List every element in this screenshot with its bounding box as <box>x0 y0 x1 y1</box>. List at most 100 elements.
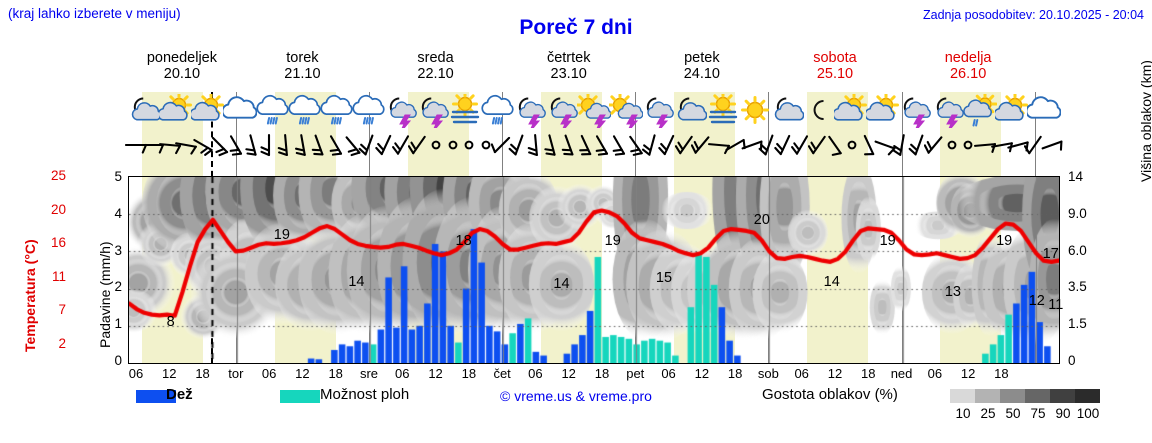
precipitation-tick: 1 <box>114 316 122 332</box>
wind-barb-icon <box>892 134 905 156</box>
day-header-ponedeljek: ponedeljek 20.10 <box>128 50 236 82</box>
wind-barb-icon <box>908 134 924 156</box>
wind-barb-icon <box>508 134 524 156</box>
wind-barb-icon <box>211 136 228 157</box>
wind-barb-icon <box>431 140 441 150</box>
cloud-rain-icon <box>288 94 322 128</box>
temperature-label: 15 <box>655 270 673 287</box>
wind-barb-icon <box>947 140 957 150</box>
wind-barb-icon <box>229 135 243 156</box>
day-date: 26.10 <box>949 66 987 82</box>
time-tick: 18 <box>461 366 477 381</box>
wind-barb-icon <box>448 140 457 150</box>
moon-icon <box>802 94 836 128</box>
cloud-rain-icon <box>256 94 290 128</box>
cloud-density-legend-label: Gostota oblakov (%) <box>762 386 898 403</box>
time-tick: 06 <box>794 366 809 381</box>
wind-barb-icon <box>578 134 591 156</box>
day-header-sobota: sobota 25.10 <box>768 50 901 82</box>
cloud-density-gradient <box>950 389 1100 403</box>
wind-barb-icon <box>658 134 675 156</box>
moon-storm-icon <box>641 94 675 134</box>
cloud-icon <box>1025 94 1062 128</box>
sun-cloud-icon <box>189 92 225 128</box>
wind-barb-icon <box>408 135 427 155</box>
wind-barb-icon <box>358 134 374 156</box>
page-title: Poreč 7 dni <box>519 16 633 39</box>
moon-storm-icon <box>931 94 965 134</box>
temperature-label: 19 <box>604 232 621 249</box>
wind-barb-icon <box>642 134 656 156</box>
sun-cloud-icon <box>993 92 1029 128</box>
wind-barb-icon <box>464 140 474 150</box>
wind-barb-icon <box>628 135 643 156</box>
day-name: sobota <box>813 50 857 66</box>
time-tick: 18 <box>594 366 610 381</box>
wind-barb-icon <box>329 135 343 156</box>
temperature-tick: 16 <box>50 235 66 251</box>
time-tick: ned <box>890 366 913 381</box>
time-tick: 06 <box>528 366 543 381</box>
time-tick: 18 <box>994 366 1009 381</box>
cloud-height-axis-title: Višina oblakov (km) <box>1138 60 1152 182</box>
copyright-text[interactable]: © vreme.us & vreme.pro <box>500 388 652 404</box>
temperature-label: 8 <box>166 313 175 330</box>
last-updated: Zadnja posodobitev: 20.10.2025 - 20:04 <box>922 8 1144 22</box>
sun-cloud-rain-icon <box>962 91 998 128</box>
time-tick: 18 <box>861 366 876 381</box>
wind-barb-icon <box>1024 135 1042 155</box>
moon-cloud-icon <box>770 94 805 128</box>
time-tick: 18 <box>195 366 210 381</box>
cloud-height-tick: 1.5 <box>1068 316 1087 332</box>
temperature-label: 18 <box>455 232 472 249</box>
wind-barb-icon <box>758 134 774 156</box>
day-header-sreda: sreda 22.10 <box>369 50 502 82</box>
wind-barb-icon <box>544 134 557 156</box>
temperature-label: 17 <box>1042 245 1059 262</box>
day-header-petek: petek 24.10 <box>635 50 768 82</box>
precipitation-tick: 2 <box>114 279 122 295</box>
moon-cloud-icon <box>673 94 708 128</box>
cloud-icon <box>221 94 258 128</box>
temperature-label: 13 <box>944 283 961 300</box>
temperature-label: 14 <box>823 274 840 291</box>
wind-barb-icon <box>791 135 809 155</box>
sun-cloud-icon <box>864 92 900 128</box>
showers-legend-label: Možnost ploh <box>320 386 410 403</box>
time-tick: sob <box>757 366 779 381</box>
wind-barb-icon <box>345 136 361 157</box>
moon-storm-icon <box>513 94 547 134</box>
day-date: 22.10 <box>417 66 454 82</box>
day-header-četrtek: četrtek 23.10 <box>502 50 635 82</box>
day-header-torek: torek 21.10 <box>236 50 369 82</box>
sun-fog-icon <box>448 91 482 128</box>
wind-barb-icon <box>691 136 710 154</box>
precipitation-tick: 0 <box>114 353 122 368</box>
sun-storm-icon <box>575 92 612 134</box>
cloud-rain-icon <box>480 94 515 128</box>
wind-barb-icon <box>193 138 213 156</box>
density-tick: 100 <box>1076 406 1100 421</box>
day-date: 23.10 <box>550 66 587 82</box>
time-tick: 06 <box>661 366 676 381</box>
wind-barb-icon <box>294 134 306 156</box>
temperature-label: 19 <box>996 232 1013 249</box>
temperature-tick: 20 <box>50 201 66 217</box>
temperature-tick: 7 <box>58 302 66 318</box>
rain-legend-label: Dež <box>166 386 193 403</box>
time-tick: 12 <box>561 366 576 381</box>
time-tick: 12 <box>694 366 710 381</box>
density-tick: 75 <box>1030 406 1046 421</box>
wind-barb-icon <box>612 135 626 156</box>
wind-barb-icon <box>375 134 392 156</box>
temperature-tick: 2 <box>58 336 66 351</box>
wind-barb-icon <box>828 135 843 156</box>
cloud-height-tick: 14 <box>1068 169 1084 184</box>
time-tick: čet <box>493 366 511 381</box>
density-tick: 10 <box>955 406 971 421</box>
weather-icon-row <box>128 91 1062 134</box>
precipitation-tick: 3 <box>114 242 122 258</box>
time-tick: sre <box>359 366 379 381</box>
sun-storm-icon <box>607 92 644 134</box>
time-tick: 18 <box>727 366 743 381</box>
